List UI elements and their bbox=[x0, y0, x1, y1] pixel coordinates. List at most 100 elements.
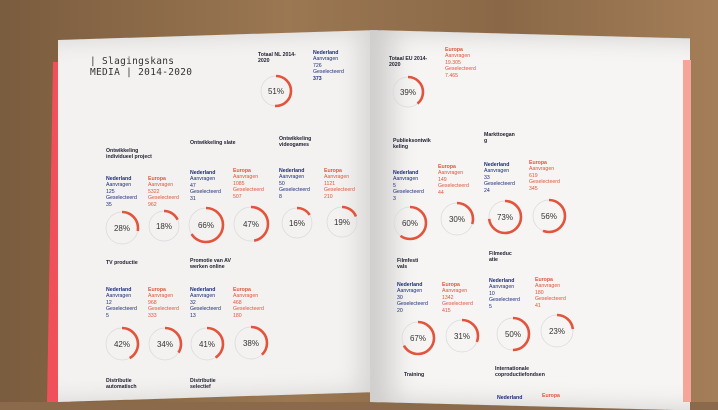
ring-arc bbox=[280, 206, 314, 240]
stat-block-eu: Europa Aanvragen 180 Geselecteerd 41 bbox=[535, 277, 566, 309]
stat-geselecteerd: 24 bbox=[484, 187, 490, 194]
stat-country: Nederland bbox=[393, 170, 419, 176]
stat-aanvragen: 468 bbox=[233, 299, 242, 306]
stat-geselecteerd: 41 bbox=[535, 302, 541, 309]
stat-geselecteerd: 210 bbox=[324, 193, 333, 200]
stat-country: Nederland bbox=[397, 282, 423, 288]
stat-aanvragen: 125 bbox=[106, 188, 115, 195]
ring-percentage: 73% bbox=[497, 213, 513, 222]
ring-chart-nl: 60% bbox=[392, 205, 428, 241]
stat-aanvragen-label: Aanvragen bbox=[148, 182, 174, 189]
stat-gesel-label: Geselecteerd bbox=[148, 195, 179, 202]
ring-chart-total-nl: 51% bbox=[259, 74, 293, 108]
stat-gesel-label: Geselecteerd bbox=[106, 195, 137, 202]
stat-aanvragen: 619 bbox=[529, 172, 538, 179]
stat-country: Nederland bbox=[190, 170, 216, 176]
stat-block-nl: Nederland Aanvragen 47 Geselecteerd 31 bbox=[190, 170, 221, 202]
category-title: TV productie bbox=[106, 260, 138, 266]
ring-chart-nl: 28% bbox=[104, 210, 140, 246]
country-label: Europa bbox=[542, 393, 560, 399]
stat-block-nl: Nederland Aanvragen 10 Geselecteerd 5 bbox=[489, 278, 520, 310]
ring-arc bbox=[104, 326, 140, 362]
total-eu-gesel-label: Geselecteerd bbox=[445, 66, 476, 73]
stat-geselecteerd: 180 bbox=[233, 312, 242, 319]
ring-arc bbox=[439, 201, 475, 237]
stat-aanvragen: 180 bbox=[535, 289, 544, 296]
ring-arc bbox=[147, 326, 183, 362]
stat-aanvragen-label: Aanvragen bbox=[489, 284, 515, 291]
ring-percentage: 18% bbox=[156, 222, 172, 231]
category-title: Promotie van AV werken online bbox=[190, 258, 231, 271]
stat-country: Nederland bbox=[106, 287, 132, 293]
category-title: Internationale coproductiefondsen bbox=[495, 366, 545, 379]
stat-gesel-label: Geselecteerd bbox=[393, 189, 424, 196]
stat-aanvragen-label: Aanvragen bbox=[233, 293, 259, 300]
total-nl-block: Nederland Aanvragen 726 Geselecteerd 373 bbox=[313, 50, 344, 82]
stat-geselecteerd: 333 bbox=[148, 312, 157, 319]
stat-aanvragen-label: Aanvragen bbox=[484, 168, 510, 175]
stat-country: Europa bbox=[442, 282, 460, 288]
ring-percentage: 34% bbox=[157, 340, 173, 349]
stat-gesel-label: Geselecteerd bbox=[438, 183, 469, 190]
ring-percentage: 67% bbox=[410, 334, 426, 343]
stat-aanvragen-label: Aanvragen bbox=[393, 176, 419, 183]
stat-geselecteerd: 8 bbox=[279, 193, 282, 200]
ring-percentage: 56% bbox=[541, 212, 557, 221]
total-nl-geselecteerd: 373 bbox=[313, 75, 322, 82]
stat-gesel-label: Geselecteerd bbox=[190, 189, 221, 196]
stat-aanvragen-label: Aanvragen bbox=[442, 288, 468, 295]
ring-chart-eu: 31% bbox=[444, 318, 480, 354]
stat-block-nl: Nederland Aanvragen 30 Geselecteerd 20 bbox=[397, 282, 428, 314]
stat-block-nl: Nederland Aanvragen 33 Geselecteerd 24 bbox=[484, 162, 515, 194]
stat-block-eu: Europa Aanvragen 1342 Geselecteerd 415 bbox=[442, 282, 473, 314]
page-title: | Slagingskans MEDIA | 2014-2020 bbox=[90, 56, 192, 78]
stat-gesel-label: Geselecteerd bbox=[190, 306, 221, 313]
page-edge bbox=[683, 60, 691, 402]
stat-country: Europa bbox=[233, 287, 251, 293]
ring-chart-nl: 50% bbox=[495, 316, 531, 352]
stat-block-nl: Nederland Aanvragen 12 Geselecteerd 5 bbox=[106, 287, 137, 319]
stat-geselecteerd: 44 bbox=[438, 189, 444, 196]
stat-aanvragen-label: Aanvragen bbox=[535, 283, 561, 290]
ring-chart-eu: 38% bbox=[233, 325, 269, 361]
stat-gesel-label: Geselecteerd bbox=[324, 187, 355, 194]
ring-chart-nl: 42% bbox=[104, 326, 140, 362]
stat-aanvragen-label: Aanvragen bbox=[438, 170, 464, 177]
ring-arc bbox=[400, 320, 436, 356]
ring-percentage: 60% bbox=[402, 219, 418, 228]
stat-country: Europa bbox=[535, 277, 553, 283]
ring-chart-nl: 73% bbox=[487, 199, 523, 235]
ring-arc bbox=[392, 205, 428, 241]
category-title: Ontwikkeling videogames bbox=[279, 136, 312, 149]
total-nl-label: Totaal NL 2014-2020 bbox=[258, 52, 296, 65]
ring-arc bbox=[391, 75, 425, 109]
stat-aanvragen: 30 bbox=[397, 294, 403, 301]
ring-percentage: 16% bbox=[289, 219, 305, 228]
ring-arc bbox=[187, 206, 225, 244]
category-title: Ontwikkeling slate bbox=[190, 140, 236, 146]
stat-block-nl: Nederland Aanvragen 5 Geselecteerd 3 bbox=[393, 170, 424, 202]
ring-chart-nl: 67% bbox=[400, 320, 436, 356]
stat-block-eu: Europa Aanvragen 619 Geselecteerd 345 bbox=[529, 160, 560, 192]
ring-percentage: 31% bbox=[454, 332, 470, 341]
stat-geselecteerd: 415 bbox=[442, 307, 451, 314]
total-eu-country: Europa bbox=[445, 47, 463, 53]
stat-geselecteerd: 20 bbox=[397, 307, 403, 314]
category-title: Ontwikkeling individueel project bbox=[106, 148, 152, 161]
ring-arc bbox=[531, 198, 567, 234]
stat-block-eu: Europa Aanvragen 1085 Geselecteerd 507 bbox=[233, 168, 264, 200]
ring-percentage: 66% bbox=[198, 221, 214, 230]
stat-aanvragen: 1085 bbox=[233, 180, 245, 187]
stat-block-nl: Nederland Aanvragen 50 Geselecteerd 8 bbox=[279, 168, 310, 200]
stat-aanvragen: 32 bbox=[190, 299, 196, 306]
category-title: Filmeducatie bbox=[489, 251, 512, 264]
category-title: Training bbox=[404, 372, 425, 378]
stat-aanvragen: 968 bbox=[148, 299, 157, 306]
stat-aanvragen: 10 bbox=[489, 290, 495, 297]
stat-country: Nederland bbox=[106, 176, 132, 182]
ring-arc bbox=[539, 313, 575, 349]
stat-gesel-label: Geselecteerd bbox=[529, 179, 560, 186]
stat-block-nl: Nederland Aanvragen 32 Geselecteerd 13 bbox=[190, 287, 221, 319]
stat-aanvragen-label: Aanvragen bbox=[148, 293, 174, 300]
ring-arc bbox=[325, 205, 359, 239]
